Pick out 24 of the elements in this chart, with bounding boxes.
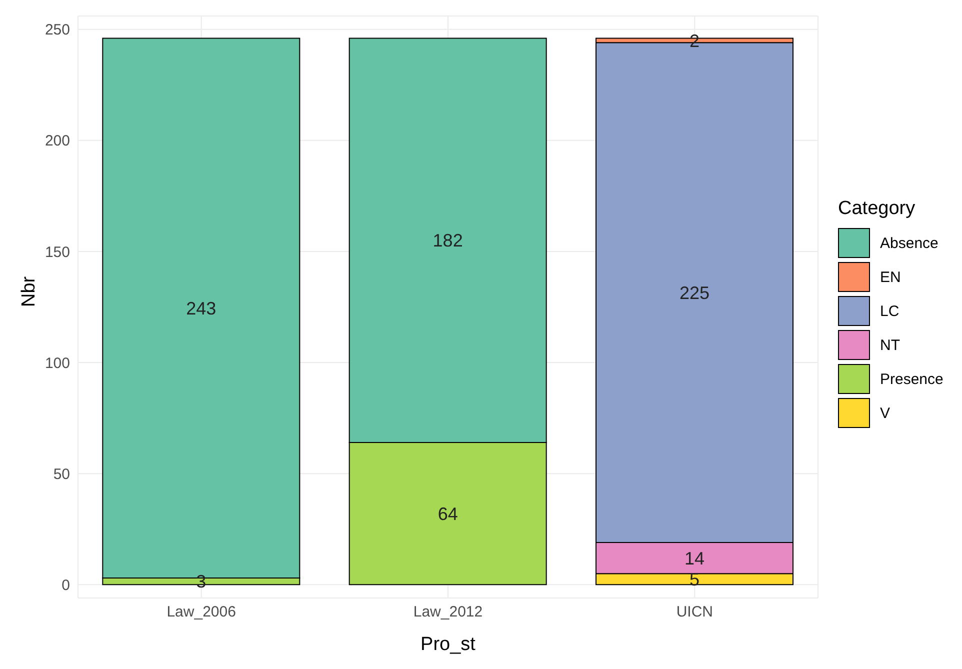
legend-title: Category xyxy=(838,198,916,220)
y-tick-label: 150 xyxy=(44,244,70,261)
y-tick-label: 0 xyxy=(62,576,70,594)
y-tick-label: 50 xyxy=(53,466,70,483)
data-label: 225 xyxy=(679,282,710,303)
x-axis-title: Pro_st xyxy=(420,634,476,655)
legend-label: Absence xyxy=(880,234,938,252)
legend-label: EN xyxy=(880,268,901,286)
legend-label: Presence xyxy=(880,370,944,388)
data-label: 182 xyxy=(432,230,463,251)
x-tick-label: UICN xyxy=(676,604,714,621)
y-tick-label: 250 xyxy=(44,22,70,39)
x-tick-label: Law_2012 xyxy=(413,604,483,621)
data-label: 2 xyxy=(689,30,700,51)
y-tick-label: 100 xyxy=(44,354,70,372)
legend-label: NT xyxy=(880,336,900,354)
y-axis-title: Nbr xyxy=(18,276,40,307)
legend-label: LC xyxy=(880,302,900,320)
legend-label: V xyxy=(880,404,890,422)
data-label: 243 xyxy=(186,298,216,318)
y-tick-label: 200 xyxy=(44,132,70,150)
data-label: 14 xyxy=(684,548,705,568)
data-label: 64 xyxy=(438,504,458,524)
x-tick-label: Law_2006 xyxy=(166,604,236,621)
